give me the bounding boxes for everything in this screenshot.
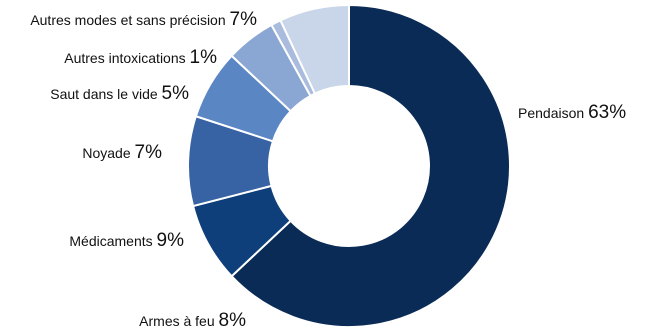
slice-pendaison bbox=[230, 3, 511, 328]
label-category: Pendaison bbox=[518, 105, 588, 121]
label-value: 63% bbox=[588, 102, 626, 123]
slice-labels: Pendaison 63% Armes à feu 8% Médicaments 9… bbox=[30, 9, 626, 331]
slice-autres-modes-et-sans-precision bbox=[279, 3, 350, 95]
label-category: Noyade bbox=[82, 145, 134, 161]
label-category: Autres modes et sans précision bbox=[30, 12, 229, 28]
label-noyade: Noyade 7% bbox=[82, 142, 162, 163]
label-autres-intoxications: Autres intoxications 1% bbox=[64, 47, 217, 68]
label-autres-modes-et-sans-precision: Autres modes et sans précision 7% bbox=[30, 9, 257, 30]
label-saut-dans-le-vide: Saut dans le vide 5% bbox=[50, 83, 189, 104]
label-category: Médicaments bbox=[69, 233, 156, 249]
label-value: 5% bbox=[162, 83, 190, 104]
donut-slices bbox=[187, 3, 511, 328]
label-armes-a-feu: Armes à feu 8% bbox=[139, 310, 246, 331]
label-category: Saut dans le vide bbox=[50, 86, 161, 102]
label-value: 7% bbox=[230, 9, 258, 30]
label-category: Autres intoxications bbox=[64, 50, 189, 66]
label-medicaments: Médicaments 9% bbox=[69, 230, 184, 251]
label-value: 8% bbox=[219, 310, 247, 331]
label-value: 1% bbox=[190, 47, 218, 68]
label-pendaison: Pendaison 63% bbox=[518, 102, 626, 123]
label-value: 7% bbox=[135, 142, 163, 163]
label-category: Armes à feu bbox=[139, 313, 218, 329]
label-value: 9% bbox=[157, 230, 185, 251]
